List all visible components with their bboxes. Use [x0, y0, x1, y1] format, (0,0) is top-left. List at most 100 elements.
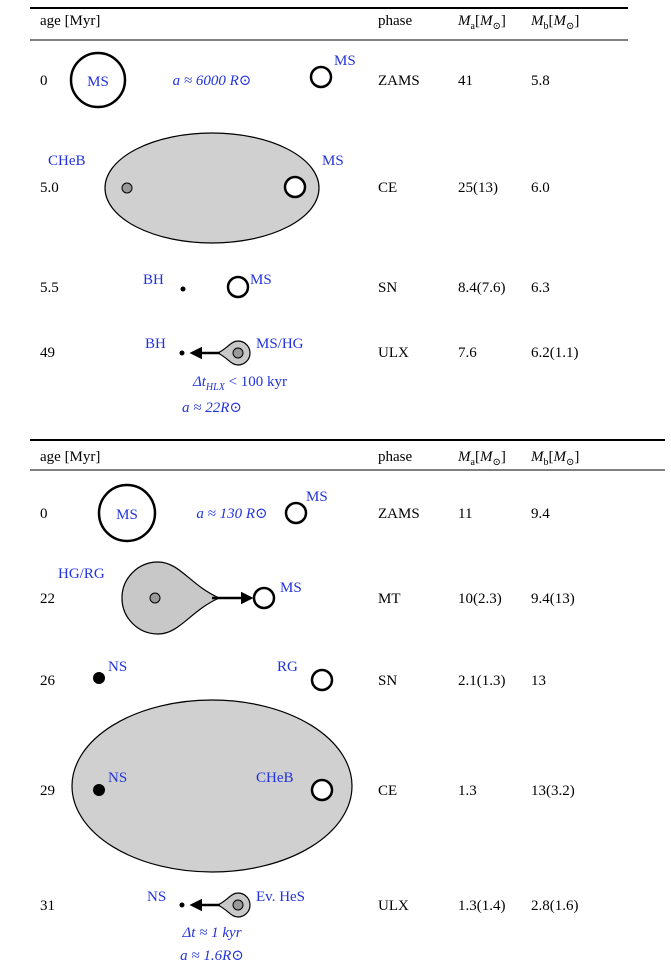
column-header: age [Myr]	[40, 13, 100, 29]
age: 5.0	[40, 180, 59, 196]
mass-b: 6.2(1.1)	[531, 345, 579, 361]
star	[284, 501, 308, 525]
phase: ZAMS	[378, 73, 420, 89]
star-label: RG	[277, 659, 298, 675]
mass-a: 2.1(1.3)	[458, 673, 506, 689]
note: a ≈ 22R⊙	[182, 400, 242, 416]
bracket: ]	[501, 13, 506, 29]
phase: MT	[378, 591, 401, 607]
star-label: BH	[143, 272, 164, 288]
symbol: M	[530, 449, 545, 465]
star	[283, 175, 307, 199]
star-label: BH	[145, 336, 166, 352]
mass-header: Mb[M⊙]	[530, 13, 579, 32]
star-label: MS/HG	[256, 336, 304, 352]
star	[309, 65, 333, 89]
unit: M	[479, 13, 494, 29]
star	[252, 586, 276, 610]
subscript: ⊙	[492, 21, 500, 32]
bracket: [	[549, 449, 554, 465]
age: 22	[40, 591, 55, 607]
mass-a: 25(13)	[458, 180, 498, 196]
column-header: phase	[378, 449, 412, 465]
star-label: MS	[250, 272, 272, 288]
mass-a: 8.4(7.6)	[458, 280, 506, 296]
subscript: ⊙	[492, 457, 500, 468]
core	[232, 347, 244, 359]
age: 29	[40, 783, 55, 799]
note-sub: HLX	[205, 382, 226, 393]
core	[149, 592, 161, 604]
note: a ≈ 1.6R⊙	[180, 948, 244, 964]
mass-a: 7.6	[458, 345, 477, 361]
star	[310, 668, 334, 692]
note: ΔtHLX < 100 kyr	[192, 374, 287, 393]
mass-header: Ma[M⊙]	[457, 13, 506, 32]
age: 5.5	[40, 280, 59, 296]
star	[97, 483, 157, 543]
subscript: b	[544, 457, 549, 468]
note-part: Δt	[192, 374, 207, 390]
mass-header: Mb[M⊙]	[530, 449, 579, 468]
age: 26	[40, 673, 56, 689]
age: 0	[40, 73, 48, 89]
mass-a: 41	[458, 73, 473, 89]
separation: a ≈ 130 R⊙	[196, 506, 267, 522]
common-envelope	[104, 132, 320, 244]
star	[310, 778, 334, 802]
star-label: NS	[147, 889, 166, 905]
subscript: b	[544, 21, 549, 32]
star	[69, 51, 127, 109]
mass-a: 1.3(1.4)	[458, 898, 506, 914]
symbol: M	[457, 449, 472, 465]
column-header: phase	[378, 13, 412, 29]
symbol: M	[530, 13, 545, 29]
phase: ZAMS	[378, 506, 420, 522]
star-label: MS	[322, 153, 344, 169]
compact-object	[180, 286, 186, 292]
star-label: MS	[116, 507, 138, 523]
phase: ULX	[378, 345, 409, 361]
symbol: M	[457, 13, 472, 29]
star-label: Ev. HeS	[256, 889, 305, 905]
mass-a: 1.3	[458, 783, 477, 799]
mass-b: 13	[531, 673, 546, 689]
compact-object	[179, 350, 185, 356]
star-label: MS	[334, 53, 356, 69]
mass-a: 10(2.3)	[458, 591, 502, 607]
mass-b: 2.8(1.6)	[531, 898, 579, 914]
subscript: a	[471, 457, 476, 468]
bracket: ]	[501, 449, 506, 465]
bracket: ]	[574, 13, 579, 29]
mass-a: 11	[458, 506, 472, 522]
common-envelope	[71, 699, 353, 873]
roche-lobe-star	[121, 561, 221, 635]
age: 0	[40, 506, 48, 522]
phase: SN	[378, 280, 397, 296]
compact-object	[93, 672, 105, 684]
unit: M	[479, 449, 494, 465]
age: 31	[40, 898, 55, 914]
mass-b: 6.0	[531, 180, 550, 196]
star-label: NS	[108, 770, 127, 786]
mass-b: 9.4	[531, 506, 550, 522]
unit: M	[553, 449, 568, 465]
unit: M	[553, 13, 568, 29]
mass-b: 5.8	[531, 73, 550, 89]
subscript: ⊙	[566, 457, 574, 468]
mass-header: Ma[M⊙]	[457, 449, 506, 468]
star	[226, 275, 250, 299]
star-label: CHeB	[256, 770, 294, 786]
note: Δt ≈ 1 kyr	[181, 925, 241, 941]
bracket: [	[549, 13, 554, 29]
bracket: [	[475, 449, 480, 465]
bracket: ]	[574, 449, 579, 465]
core	[121, 182, 133, 194]
separation: a ≈ 6000 R⊙	[173, 73, 252, 89]
star-label: CHeB	[48, 153, 86, 169]
mass-b: 9.4(13)	[531, 591, 575, 607]
star-label: MS	[306, 489, 328, 505]
bracket: [	[475, 13, 480, 29]
compact-object	[93, 784, 105, 796]
